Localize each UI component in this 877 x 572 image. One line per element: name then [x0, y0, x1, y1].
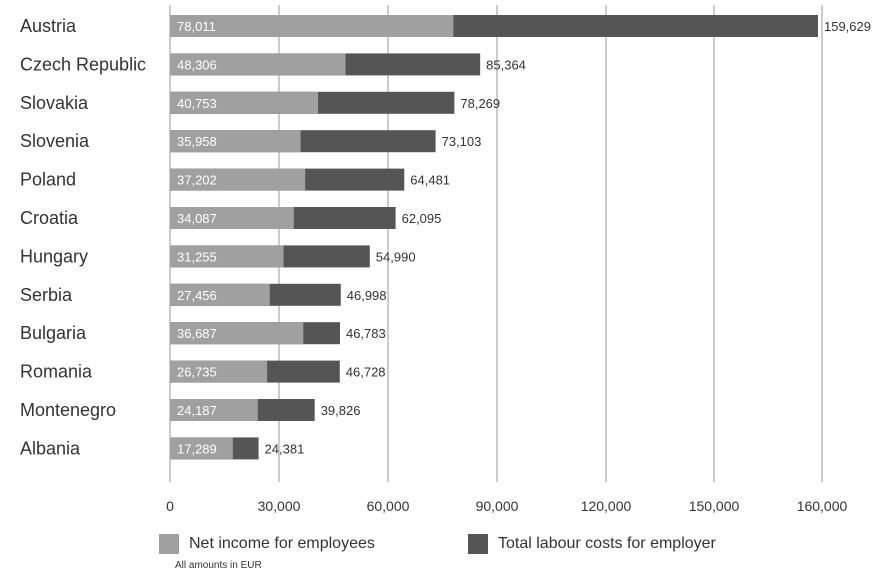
x-tick-label: 0: [166, 498, 174, 514]
bar-net-income: [170, 130, 301, 153]
legend: Net income for employees Total labour co…: [0, 534, 877, 572]
data-label-total-labour-costs: 64,481: [410, 173, 450, 188]
data-label-net-income: 31,255: [177, 249, 217, 264]
data-label-total-labour-costs: 39,826: [321, 403, 361, 418]
legend-label-net-income: Net income for employees: [189, 535, 375, 552]
x-tick-label: 90,000: [476, 498, 519, 514]
data-label-total-labour-costs: 73,103: [442, 134, 482, 149]
x-tick-label: 160,000: [797, 498, 848, 514]
data-label-total-labour-costs: 24,381: [265, 441, 305, 456]
data-label-total-labour-costs: 159,629: [824, 19, 871, 34]
bars: 78,011 159,629 48,306 85,364 40,753 78,269 35,…: [170, 15, 871, 460]
bar-net-income: [170, 207, 294, 229]
data-label-net-income: 24,187: [177, 403, 217, 418]
bar-chart: 78,011 159,629 48,306 85,364 40,753 78,269 35,…: [20, 5, 871, 514]
bar-net-income: [170, 91, 319, 114]
bar-net-income: [170, 15, 454, 37]
bar-net-income: [170, 437, 233, 460]
category-label: Romania: [20, 362, 93, 382]
legend-swatch-net-income: [159, 534, 179, 554]
category-label: Croatia: [20, 208, 79, 228]
category-labels: Austria Czech Republic Slovakia Slovenia Pol…: [20, 16, 146, 458]
data-label-total-labour-costs: 46,728: [346, 365, 386, 380]
category-label: Austria: [20, 16, 77, 36]
data-label-net-income: 17,289: [177, 441, 217, 456]
data-label-net-income: 27,456: [177, 288, 217, 303]
data-label-total-labour-costs: 62,095: [402, 211, 442, 226]
x-tick-label: 60,000: [367, 498, 410, 514]
bar-net-income: [170, 53, 346, 76]
bar-net-income: [170, 168, 306, 191]
category-label: Slovenia: [20, 131, 90, 151]
bar-net-income: [170, 322, 304, 345]
currency-note: All amounts in EUR: [175, 560, 262, 571]
category-label: Slovakia: [20, 93, 89, 113]
legend-label-total-labour: Total labour costs for employer: [498, 535, 716, 552]
category-label: Albania: [20, 438, 81, 458]
data-label-total-labour-costs: 78,269: [460, 96, 500, 111]
data-label-net-income: 35,958: [177, 134, 217, 149]
data-label-total-labour-costs: 54,990: [376, 249, 416, 264]
bar-net-income: [170, 245, 284, 268]
data-label-total-labour-costs: 46,783: [346, 326, 386, 341]
x-axis-ticks: 0 30,000 60,000 90,000 120,000 150,000 160,000: [166, 498, 847, 514]
x-tick-label: 150,000: [689, 498, 740, 514]
bar-net-income: [170, 283, 270, 306]
category-label: Poland: [20, 170, 76, 190]
data-label-net-income: 34,087: [177, 211, 217, 226]
data-label-net-income: 36,687: [177, 326, 217, 341]
category-label: Czech Republic: [20, 54, 146, 74]
data-label-net-income: 48,306: [177, 57, 217, 72]
category-label: Hungary: [20, 246, 88, 266]
bar-net-income: [170, 399, 258, 421]
data-label-total-labour-costs: 85,364: [486, 57, 526, 72]
data-label-total-labour-costs: 46,998: [347, 288, 387, 303]
data-label-net-income: 40,753: [177, 96, 217, 111]
x-tick-label: 30,000: [258, 498, 301, 514]
legend-swatch-total-labour: [468, 534, 488, 554]
bar-net-income: [170, 360, 268, 383]
x-tick-label: 120,000: [581, 498, 632, 514]
category-label: Montenegro: [20, 400, 116, 420]
data-label-net-income: 26,735: [177, 365, 217, 380]
data-label-net-income: 78,011: [177, 19, 216, 34]
category-label: Bulgaria: [20, 323, 87, 343]
legend-item-net-income: Net income for employees: [159, 534, 375, 554]
legend-item-total-labour: Total labour costs for employer: [468, 534, 716, 554]
data-label-net-income: 37,202: [177, 173, 217, 188]
gridlines: [169, 5, 823, 482]
category-label: Serbia: [20, 285, 73, 305]
